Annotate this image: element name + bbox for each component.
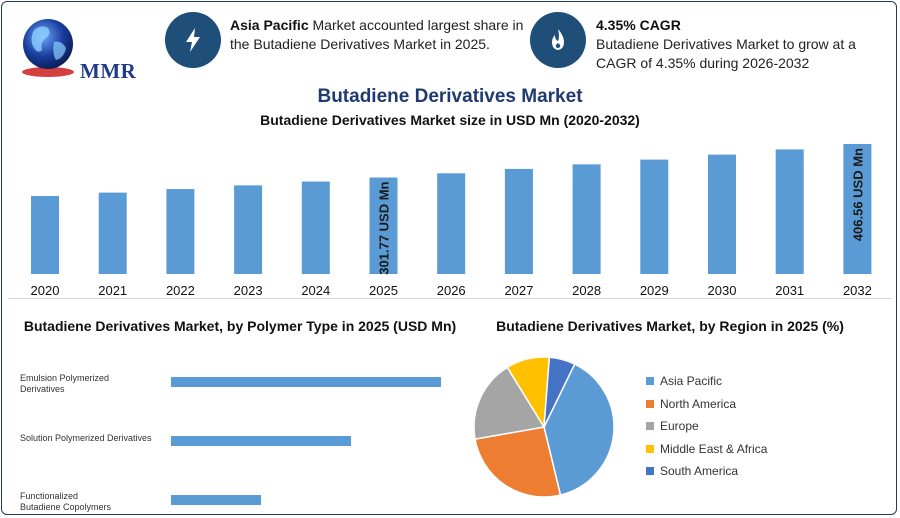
x-tick-2022: 2022 <box>166 283 195 298</box>
pie-slice-asia-pacific <box>543 363 615 496</box>
polymer-type-title: Butadiene Derivatives Market, by Polymer… <box>23 318 457 334</box>
info-asia-pacific: Asia Pacific Market accounted largest sh… <box>230 16 530 54</box>
section-divider <box>8 298 892 299</box>
legend-item: Europe <box>646 415 767 438</box>
bar-2023 <box>234 185 263 274</box>
info-cagr: 4.35% CAGR Butadiene Derivatives Market … <box>596 16 876 73</box>
flame-icon <box>530 12 586 68</box>
pie-slice-north-america <box>474 426 562 498</box>
bar-2027 <box>504 168 533 274</box>
data-label-2032: 406.56 USD Mn <box>850 148 865 241</box>
bar-2020 <box>31 196 59 274</box>
polymer-type-bar <box>171 436 351 446</box>
mmr-logo: MMR <box>14 12 144 83</box>
polymer-type-bar <box>171 377 441 387</box>
legend-label: Asia Pacific <box>660 374 723 389</box>
bar-2030 <box>708 154 736 274</box>
legend-item: South America <box>646 460 767 483</box>
pie-slice-south-america <box>543 356 576 428</box>
region-pie-title: Butadiene Derivatives Market, by Region … <box>496 318 844 334</box>
legend-item: North America <box>646 393 767 416</box>
bar-2028 <box>572 164 601 274</box>
bar-2021 <box>98 192 127 274</box>
polymer-type-label: Solution Polymerized Derivatives <box>20 433 152 443</box>
bar-2029 <box>640 159 669 274</box>
legend-swatch <box>646 467 654 476</box>
legend-swatch <box>646 444 654 453</box>
info-asia-pacific-bold: Asia Pacific <box>230 17 309 33</box>
bar-2031 <box>775 149 804 274</box>
x-tick-2024: 2024 <box>301 283 330 298</box>
bar-2022 <box>166 189 195 274</box>
legend-item: Asia Pacific <box>646 370 767 393</box>
pie-slice-europe <box>473 366 546 441</box>
region-pie-chart <box>473 356 615 498</box>
logo-text: MMR <box>80 59 137 83</box>
polymer-type-label: Functionalized Butadiene Copolymers <box>20 491 112 512</box>
main-title: Butadiene Derivatives Market <box>317 86 583 107</box>
legend-swatch <box>646 399 654 408</box>
bar-2025 <box>369 177 398 274</box>
polymer-type-label: Emulsion Polymerized Derivatives <box>20 373 110 394</box>
x-tick-2031: 2031 <box>775 283 804 298</box>
x-tick-2026: 2026 <box>437 283 466 298</box>
x-tick-2025: 2025 <box>369 283 398 298</box>
legend-swatch <box>646 377 654 386</box>
legend-item: Middle East & Africa <box>646 438 767 461</box>
x-tick-2030: 2030 <box>708 283 737 298</box>
x-tick-2027: 2027 <box>504 283 533 298</box>
info-cagr-text: Butadiene Derivatives Market to grow at … <box>596 36 856 71</box>
lightning-icon <box>165 12 221 68</box>
globe-icon <box>22 19 74 77</box>
data-label-2025: 301.77 USD Mn <box>377 181 392 274</box>
bar-2026 <box>437 173 466 274</box>
legend-label: South America <box>660 464 739 479</box>
legend-label: Europe <box>660 419 699 434</box>
market-size-bar-chart: 2020 2021 2022 2023 2024 2025 301.77 USD Mn 202… <box>31 144 872 298</box>
legend-label: Middle East & Africa <box>660 441 768 456</box>
info-asia-pacific-text: Market accounted largest share in the Bu… <box>230 17 524 52</box>
polymer-type-bar <box>171 495 261 505</box>
x-tick-2020: 2020 <box>31 283 60 298</box>
bar-2032 <box>843 144 872 274</box>
legend-swatch <box>646 422 654 431</box>
region-legend: Asia Pacific North America Europe Middle Ea… <box>646 370 767 483</box>
bar-chart-title: Butadiene Derivatives Market size in USD… <box>260 112 640 128</box>
x-tick-2023: 2023 <box>234 283 263 298</box>
x-tick-2029: 2029 <box>640 283 669 298</box>
x-tick-2021: 2021 <box>98 283 127 298</box>
x-tick-2032: 2032 <box>843 283 872 298</box>
x-tick-2028: 2028 <box>572 283 601 298</box>
info-cagr-bold: 4.35% CAGR <box>596 17 681 33</box>
bar-2024 <box>301 181 330 274</box>
legend-label: North America <box>660 396 737 411</box>
